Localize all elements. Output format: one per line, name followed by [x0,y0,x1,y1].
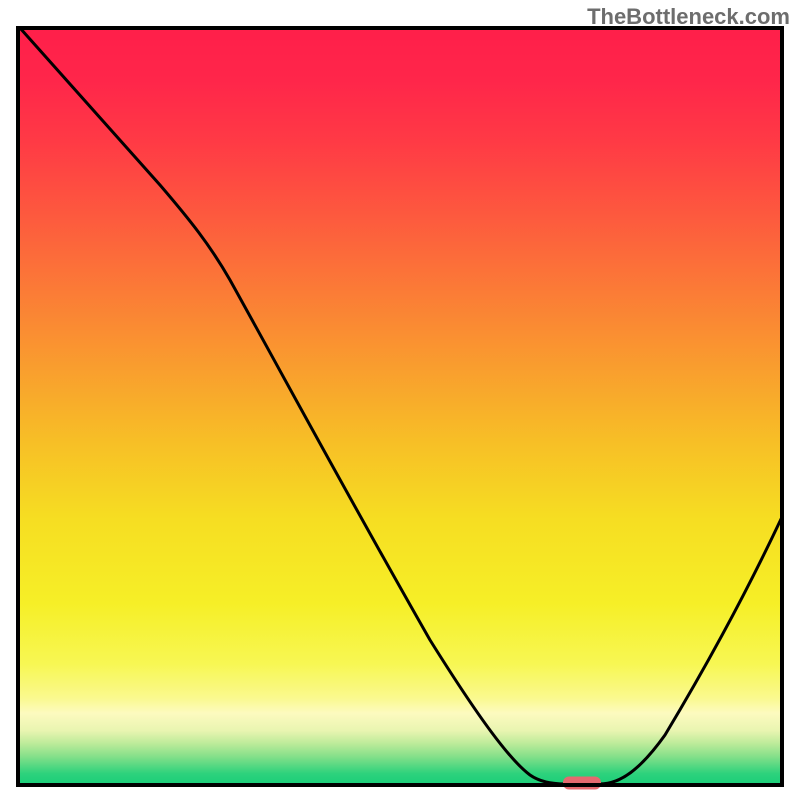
chart-svg [0,0,800,800]
watermark-text: TheBottleneck.com [587,4,790,30]
gradient-background [18,28,782,785]
chart-root: TheBottleneck.com [0,0,800,800]
